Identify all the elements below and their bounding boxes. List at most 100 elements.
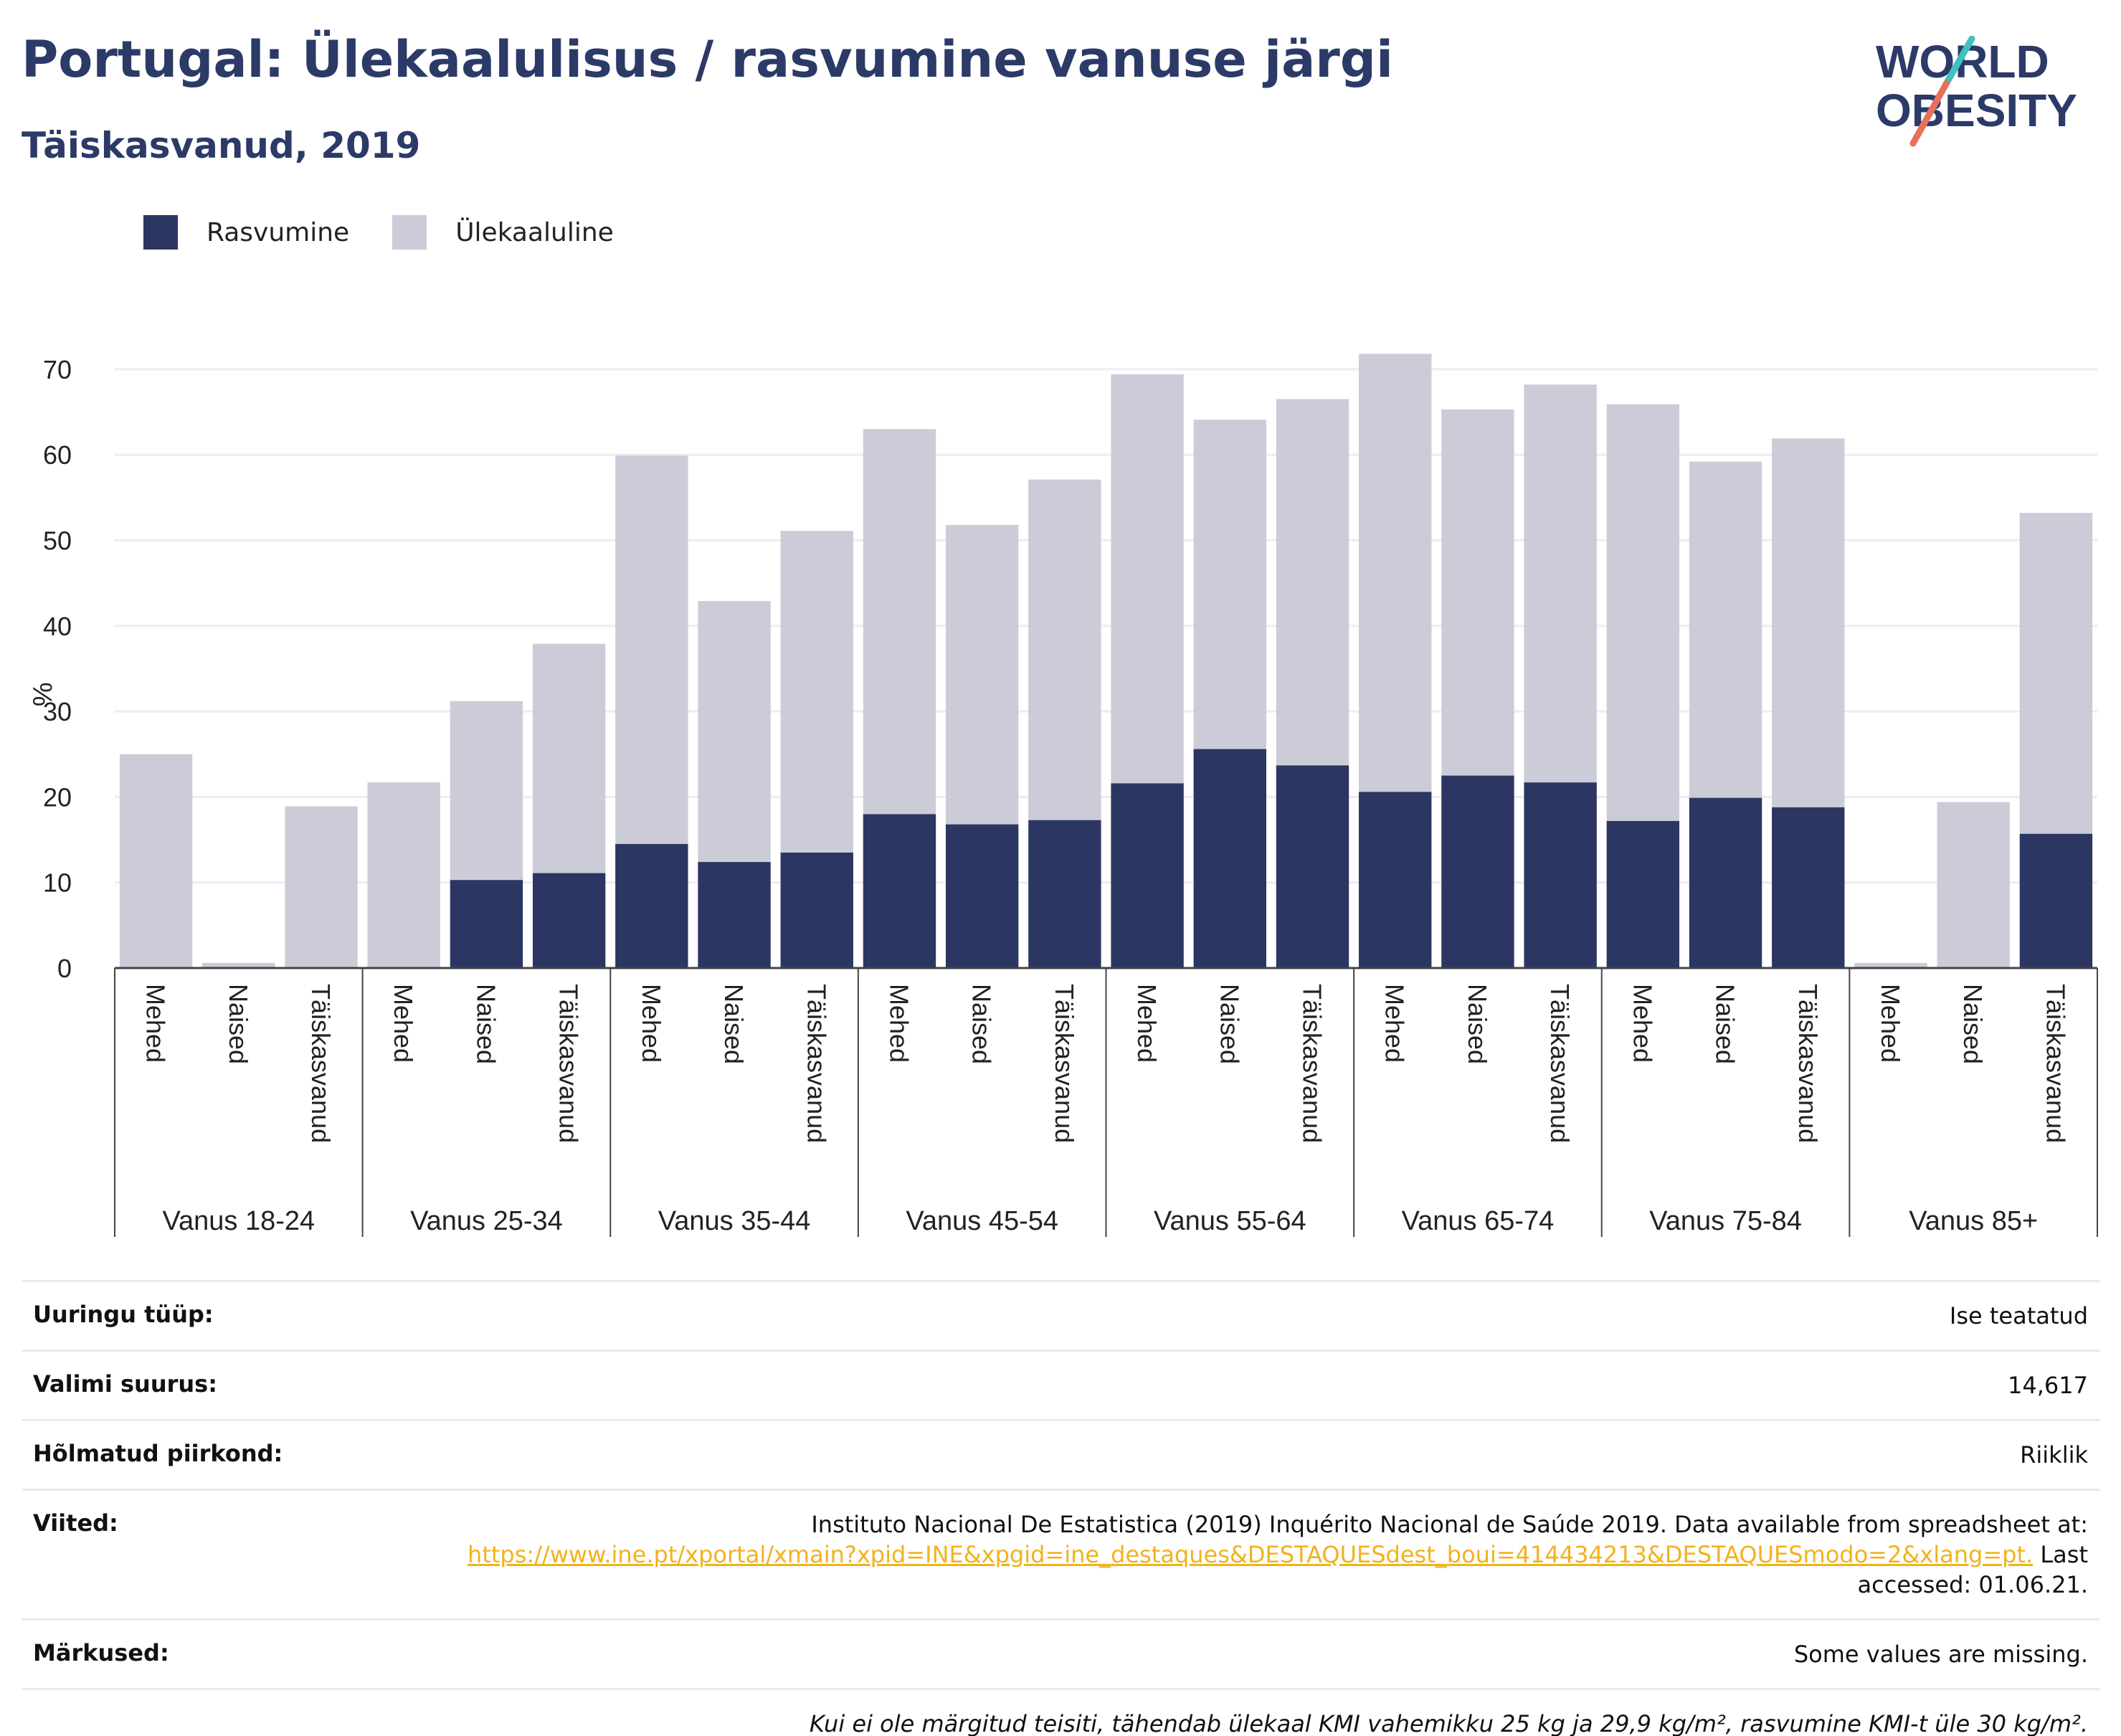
bar-obesity xyxy=(1359,792,1432,968)
group-label: Vanus 85+ xyxy=(1909,1206,2038,1236)
bar-overweight xyxy=(615,455,688,845)
info-row-area: Hõlmatud piirkond: Riiklik xyxy=(22,1419,2099,1489)
x-tick-label: Naised xyxy=(967,984,997,1064)
x-tick-label: Mehed xyxy=(1876,984,1905,1063)
footnote: Kui ei ole märgitud teisiti, tähendab ül… xyxy=(809,1710,2088,1736)
bar-obesity xyxy=(450,880,523,968)
bar-overweight xyxy=(2019,513,2093,834)
bar-obesity xyxy=(1276,765,1349,968)
stacked-bar-chart: 0 10 20 30 40 50 60 70% Mehed Naised Täiskasvanud V… xyxy=(28,354,2098,1237)
info-key-survey-type: Uuringu tüüp: xyxy=(33,1301,214,1328)
x-tick-label: Naised xyxy=(1711,984,1740,1064)
bar-obesity xyxy=(532,873,606,968)
info-row-references: Viited: Instituto Nacional De Estatistic… xyxy=(22,1489,2099,1618)
bar-overweight xyxy=(1028,479,1101,820)
bar-overweight xyxy=(1689,461,1762,798)
x-tick-label: Täiskasvanud xyxy=(1793,984,1823,1143)
x-tick-label: Mehed xyxy=(389,984,418,1063)
bar-overweight xyxy=(698,601,771,863)
group-label: Vanus 35-44 xyxy=(658,1206,811,1236)
bar-overweight xyxy=(1772,438,1845,807)
x-tick-label: Mehed xyxy=(1628,984,1657,1063)
legend-item-overweight[interactable]: Ülekaaluline xyxy=(392,215,614,250)
info-value-area: Riiklik xyxy=(2020,1441,2088,1469)
x-tick-label: Mehed xyxy=(637,984,666,1063)
info-row-survey-type: Uuringu tüüp: Ise teatatud xyxy=(22,1280,2099,1350)
bar-obesity xyxy=(1689,797,1762,968)
group-label: Vanus 55-64 xyxy=(1154,1206,1306,1236)
info-key-sample-size: Valimi suurus: xyxy=(33,1370,218,1398)
info-row-footnote: Kui ei ole märgitud teisiti, tähendab ül… xyxy=(22,1688,2099,1736)
x-tick-label: Täiskasvanud xyxy=(1545,984,1575,1143)
y-tick-label: 40 xyxy=(43,612,72,641)
bar-overweight xyxy=(285,806,358,968)
x-tick-label: Naised xyxy=(1215,984,1244,1064)
chart-legend: Rasvumine Ülekaaluline xyxy=(143,214,657,251)
y-tick-label: 30 xyxy=(43,697,72,726)
info-key-references: Viited: xyxy=(33,1509,118,1537)
bar-obesity xyxy=(1772,807,1845,968)
bar-overweight xyxy=(1111,374,1184,784)
x-tick-label: Täiskasvanud xyxy=(306,984,336,1143)
bar-overweight xyxy=(119,754,193,968)
legend-item-obesity[interactable]: Rasvumine xyxy=(143,215,349,250)
references-link[interactable]: https://www.ine.pt/xportal/xmain?xpid=IN… xyxy=(468,1541,2034,1568)
y-axis-label: % xyxy=(28,682,58,706)
bar-overweight xyxy=(945,525,1019,825)
bar-obesity xyxy=(863,814,936,968)
legend-label-obesity: Rasvumine xyxy=(207,217,350,247)
bar-obesity xyxy=(1111,783,1184,968)
bar-obesity xyxy=(780,852,853,968)
legend-label-overweight: Ülekaaluline xyxy=(455,217,614,247)
bar-overweight xyxy=(863,429,936,815)
bar-overweight xyxy=(1937,802,2010,968)
bar-overweight xyxy=(1276,399,1349,766)
x-tick-label: Täiskasvanud xyxy=(2041,984,2070,1143)
bar-overweight xyxy=(1193,419,1267,749)
page-title: Portugal: Ülekaalulisus / rasvumine vanu… xyxy=(22,30,1393,89)
group-label: Vanus 45-54 xyxy=(906,1206,1058,1236)
group-label: Vanus 65-74 xyxy=(1402,1206,1555,1236)
bar-obesity xyxy=(698,862,771,968)
svg-text:OBESITY: OBESITY xyxy=(1876,85,2077,136)
legend-swatch-overweight xyxy=(392,215,427,250)
x-tick-label: Naised xyxy=(719,984,749,1064)
y-tick-label: 70 xyxy=(43,355,72,384)
info-row-sample-size: Valimi suurus: 14,617 xyxy=(22,1350,2099,1419)
info-key-notes: Märkused: xyxy=(33,1639,169,1666)
info-value-sample-size: 14,617 xyxy=(2008,1372,2088,1399)
bar-obesity xyxy=(1606,820,1680,968)
bar-obesity xyxy=(945,824,1019,968)
group-label: Vanus 25-34 xyxy=(410,1206,563,1236)
bar-overweight xyxy=(1359,354,1432,792)
bar-obesity xyxy=(2019,833,2093,968)
references-text: Instituto Nacional De Estatistica (2019)… xyxy=(811,1511,2088,1538)
bar-overweight xyxy=(202,962,275,968)
info-table: Uuringu tüüp: Ise teatatud Valimi suurus… xyxy=(22,1280,2099,1736)
x-tick-label: Mehed xyxy=(141,984,171,1063)
bar-overweight xyxy=(1524,384,1597,783)
x-tick-label: Mehed xyxy=(1132,984,1162,1063)
x-tick-label: Naised xyxy=(471,984,500,1064)
y-tick-label: 20 xyxy=(43,782,72,812)
legend-swatch-obesity xyxy=(143,215,178,250)
world-obesity-logo: WORLD OBESITY xyxy=(1876,36,2077,147)
bar-overweight xyxy=(1441,409,1514,776)
bar-overweight xyxy=(1606,404,1680,821)
x-tick-label: Täiskasvanud xyxy=(1298,984,1327,1143)
bar-overweight xyxy=(367,782,440,968)
bar-obesity xyxy=(1028,820,1101,968)
x-tick-label: Naised xyxy=(224,984,253,1064)
info-value-references: Instituto Nacional De Estatistica (2019)… xyxy=(364,1509,2099,1600)
group-label: Vanus 75-84 xyxy=(1649,1206,1802,1236)
info-value-notes: Some values are missing. xyxy=(1793,1641,2088,1668)
info-row-notes: Märkused: Some values are missing. xyxy=(22,1618,2099,1688)
bar-obesity xyxy=(615,844,688,968)
y-tick-label: 10 xyxy=(43,868,72,898)
page-subtitle: Täiskasvanud, 2019 xyxy=(22,125,421,166)
group-label: Vanus 18-24 xyxy=(162,1206,315,1236)
bar-overweight xyxy=(450,701,523,881)
bar-overweight xyxy=(780,531,853,853)
x-tick-label: Naised xyxy=(1958,984,1988,1064)
x-tick-label: Täiskasvanud xyxy=(802,984,831,1143)
